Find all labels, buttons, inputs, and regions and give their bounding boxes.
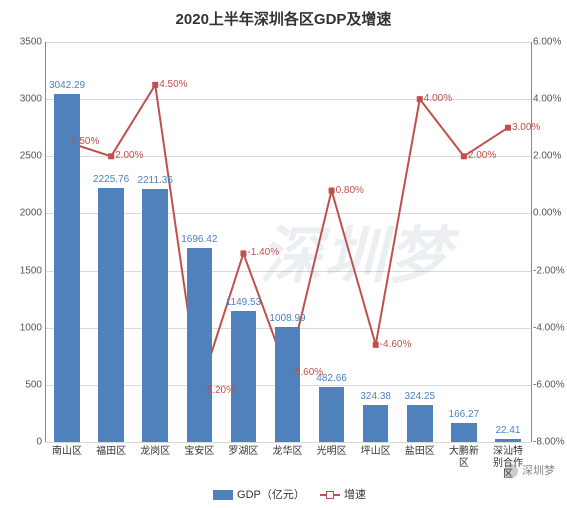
line-value-label: 0.80% bbox=[336, 185, 364, 196]
bar-value-label: 324.25 bbox=[404, 391, 435, 402]
legend: GDP（亿元） 增速 bbox=[0, 486, 567, 502]
line-value-label: -4.60% bbox=[380, 339, 412, 350]
line-value-label: 4.50% bbox=[159, 79, 187, 90]
ytick-left: 2000 bbox=[2, 208, 42, 219]
line-marker bbox=[152, 82, 158, 88]
ytick-right: -2.00% bbox=[533, 265, 567, 276]
line-value-label: 2.00% bbox=[115, 150, 143, 161]
line-value-label: -1.40% bbox=[247, 247, 279, 258]
line-marker bbox=[240, 250, 246, 256]
ytick-left: 3500 bbox=[2, 37, 42, 48]
ytick-right: -8.00% bbox=[533, 437, 567, 448]
x-category: 福田区 bbox=[96, 446, 126, 458]
bar bbox=[187, 248, 213, 442]
ytick-right: 2.00% bbox=[533, 151, 567, 162]
bar-value-label: 166.27 bbox=[449, 409, 480, 420]
bar-value-label: 22.41 bbox=[495, 425, 520, 436]
ytick-left: 3000 bbox=[2, 94, 42, 105]
ytick-right: 4.00% bbox=[533, 94, 567, 105]
x-category: 南山区 bbox=[52, 446, 82, 458]
ytick-right: 0.00% bbox=[533, 208, 567, 219]
line-marker bbox=[373, 342, 379, 348]
bar bbox=[407, 405, 433, 442]
chart-title: 2020上半年深圳各区GDP及增速 bbox=[0, 8, 567, 29]
bar bbox=[98, 188, 124, 442]
bar-value-label: 1149.53 bbox=[226, 297, 261, 308]
bar bbox=[451, 423, 477, 442]
line-marker bbox=[417, 96, 423, 102]
x-category: 盐田区 bbox=[405, 446, 435, 458]
x-category: 龙华区 bbox=[273, 446, 303, 458]
bar bbox=[275, 327, 301, 442]
x-category: 宝安区 bbox=[184, 446, 214, 458]
legend-swatch-line bbox=[320, 490, 340, 500]
line-marker bbox=[108, 153, 114, 159]
bar bbox=[319, 387, 345, 442]
ytick-right: 6.00% bbox=[533, 37, 567, 48]
bar-value-label: 1696.42 bbox=[181, 234, 217, 245]
ytick-left: 2500 bbox=[2, 151, 42, 162]
legend-swatch-bar bbox=[213, 490, 233, 500]
x-category: 光明区 bbox=[317, 446, 347, 458]
chart-container: 2020上半年深圳各区GDP及增速 深圳梦 GDP（亿元） 增速 深圳梦 050… bbox=[0, 0, 567, 508]
ytick-left: 1000 bbox=[2, 322, 42, 333]
legend-label-bar: GDP（亿元） bbox=[237, 489, 305, 501]
x-category: 深汕特 别合作 区 bbox=[493, 446, 523, 481]
bar-value-label: 2211.36 bbox=[138, 175, 173, 186]
line-marker bbox=[461, 153, 467, 159]
bar bbox=[495, 439, 521, 442]
line-marker bbox=[505, 125, 511, 131]
line-value-label: 3.00% bbox=[512, 122, 540, 133]
ytick-right: -4.00% bbox=[533, 322, 567, 333]
ytick-left: 500 bbox=[2, 379, 42, 390]
line-value-label: -6.20% bbox=[203, 385, 235, 396]
ytick-right: -6.00% bbox=[533, 379, 567, 390]
x-category: 罗湖区 bbox=[228, 446, 258, 458]
bar-value-label: 3042.29 bbox=[49, 80, 85, 91]
bar bbox=[142, 189, 168, 442]
legend-label-line: 增速 bbox=[344, 489, 366, 501]
bar bbox=[363, 405, 389, 442]
line-marker bbox=[329, 188, 335, 194]
line-value-label: 2.50% bbox=[71, 136, 99, 147]
bar-value-label: 1008.99 bbox=[269, 313, 305, 324]
line-value-label: 4.00% bbox=[424, 93, 452, 104]
ytick-left: 0 bbox=[2, 437, 42, 448]
footer-brand-text: 深圳梦 bbox=[522, 465, 555, 477]
x-category: 坪山区 bbox=[361, 446, 391, 458]
ytick-left: 1500 bbox=[2, 265, 42, 276]
x-category: 大鹏新 区 bbox=[449, 446, 479, 469]
bar bbox=[231, 311, 257, 442]
line-value-label: -5.60% bbox=[292, 367, 324, 378]
line-value-label: 2.00% bbox=[468, 150, 496, 161]
bar-value-label: 324.38 bbox=[360, 391, 391, 402]
gridline bbox=[46, 442, 531, 443]
bar-value-label: 2225.76 bbox=[93, 174, 129, 185]
x-category: 龙岗区 bbox=[140, 446, 170, 458]
